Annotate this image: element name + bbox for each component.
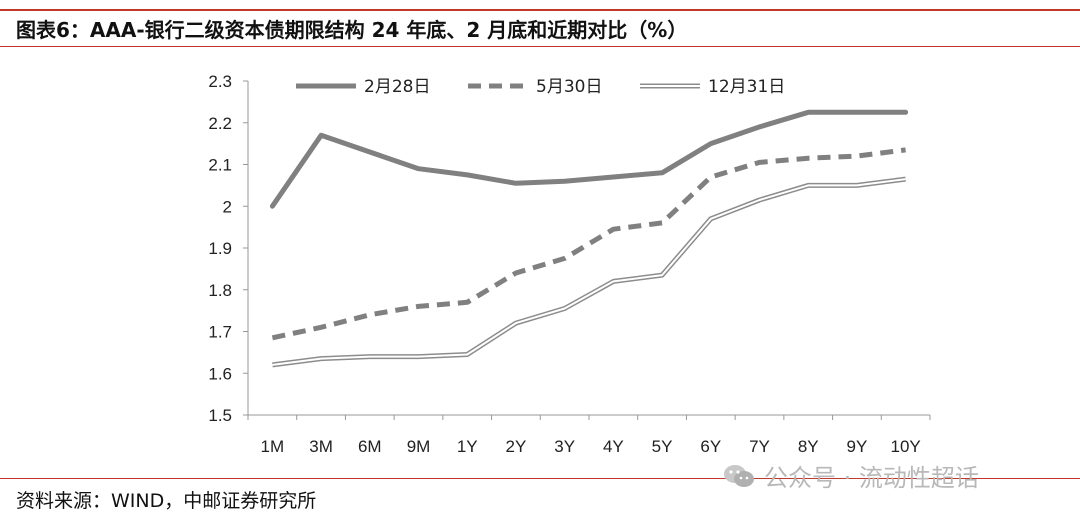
x-tick-label: 10Y: [891, 437, 921, 456]
source-note: 资料来源：WIND，中邮证券研究所: [16, 490, 317, 512]
series-line-1: [269, 109, 909, 209]
watermark-text: 公众号 · 流动性超话: [764, 464, 979, 492]
y-tick-label: 2.1: [208, 156, 232, 175]
footer-rule: [0, 478, 1080, 479]
y-tick-label: 2.2: [208, 114, 232, 133]
x-tick-label: 9Y: [847, 437, 868, 456]
y-tick-label: 1.5: [208, 406, 232, 425]
y-tick-labels: 1.5 1.6 1.7 1.8 1.9 2 2.1 2.2 2.3: [208, 72, 232, 425]
y-tick-label: 1.6: [208, 364, 232, 383]
y-tick-label: 1.9: [208, 239, 232, 258]
x-tick-label: 3Y: [554, 437, 575, 456]
y-tick-label: 2: [223, 197, 232, 216]
series-line-3-inner: [272, 178, 906, 366]
x-tick-label: 1Y: [457, 437, 478, 456]
x-tick-label: 1M: [261, 437, 285, 456]
y-tick-label: 1.7: [208, 323, 232, 342]
legend-label-3: 12月31日: [708, 77, 785, 97]
series-lines: [269, 109, 909, 368]
wechat-icon: [724, 464, 754, 487]
x-tick-label: 6Y: [700, 437, 721, 456]
x-tick-label: 2Y: [506, 437, 527, 456]
legend: 2月28日 5月30日 12月31日: [296, 77, 785, 97]
y-tick-label: 1.8: [208, 281, 232, 300]
x-tick-label: 8Y: [798, 437, 819, 456]
x-tick-label: 5Y: [652, 437, 673, 456]
x-tick-label: 6M: [358, 437, 382, 456]
x-tick-label: 7Y: [749, 437, 770, 456]
watermark: 公众号 · 流动性超话: [722, 458, 979, 493]
title-rule: [0, 46, 1080, 47]
series-line-2: [271, 147, 906, 341]
chart-title: 图表6：AAA-银行二级资本债期限结构 24 年底、2 月底和近期对比（%）: [16, 18, 688, 42]
y-tick-label: 2.3: [208, 72, 232, 91]
line-chart: 1.5 1.6 1.7 1.8 1.9 2 2.1 2.2 2.3 1M 3M 6M 9M 1Y 2Y 3Y…: [208, 72, 931, 456]
x-tick-label: 9M: [407, 437, 431, 456]
axes: [243, 80, 931, 420]
legend-label-1: 2月28日: [364, 77, 430, 97]
legend-label-2: 5月30日: [536, 77, 602, 97]
x-tick-label: 3M: [309, 437, 333, 456]
x-tick-labels: 1M 3M 6M 9M 1Y 2Y 3Y 4Y 5Y 6Y 7Y 8Y 9Y 10Y: [261, 437, 921, 456]
series-line-3-outer: [272, 176, 906, 368]
x-tick-label: 4Y: [603, 437, 624, 456]
top-rule: [0, 9, 1080, 11]
